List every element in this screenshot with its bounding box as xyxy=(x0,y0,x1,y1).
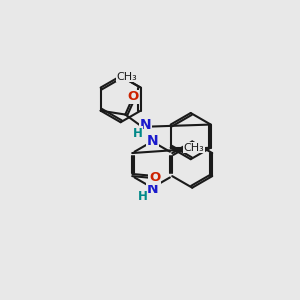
Text: N: N xyxy=(140,118,151,132)
Text: N: N xyxy=(146,134,158,148)
Text: H: H xyxy=(138,190,148,203)
Text: O: O xyxy=(149,171,160,184)
Text: CH₃: CH₃ xyxy=(116,72,137,82)
Text: N: N xyxy=(146,182,158,196)
Text: H: H xyxy=(133,127,142,140)
Text: CH₃: CH₃ xyxy=(183,143,204,153)
Text: O: O xyxy=(127,90,139,103)
